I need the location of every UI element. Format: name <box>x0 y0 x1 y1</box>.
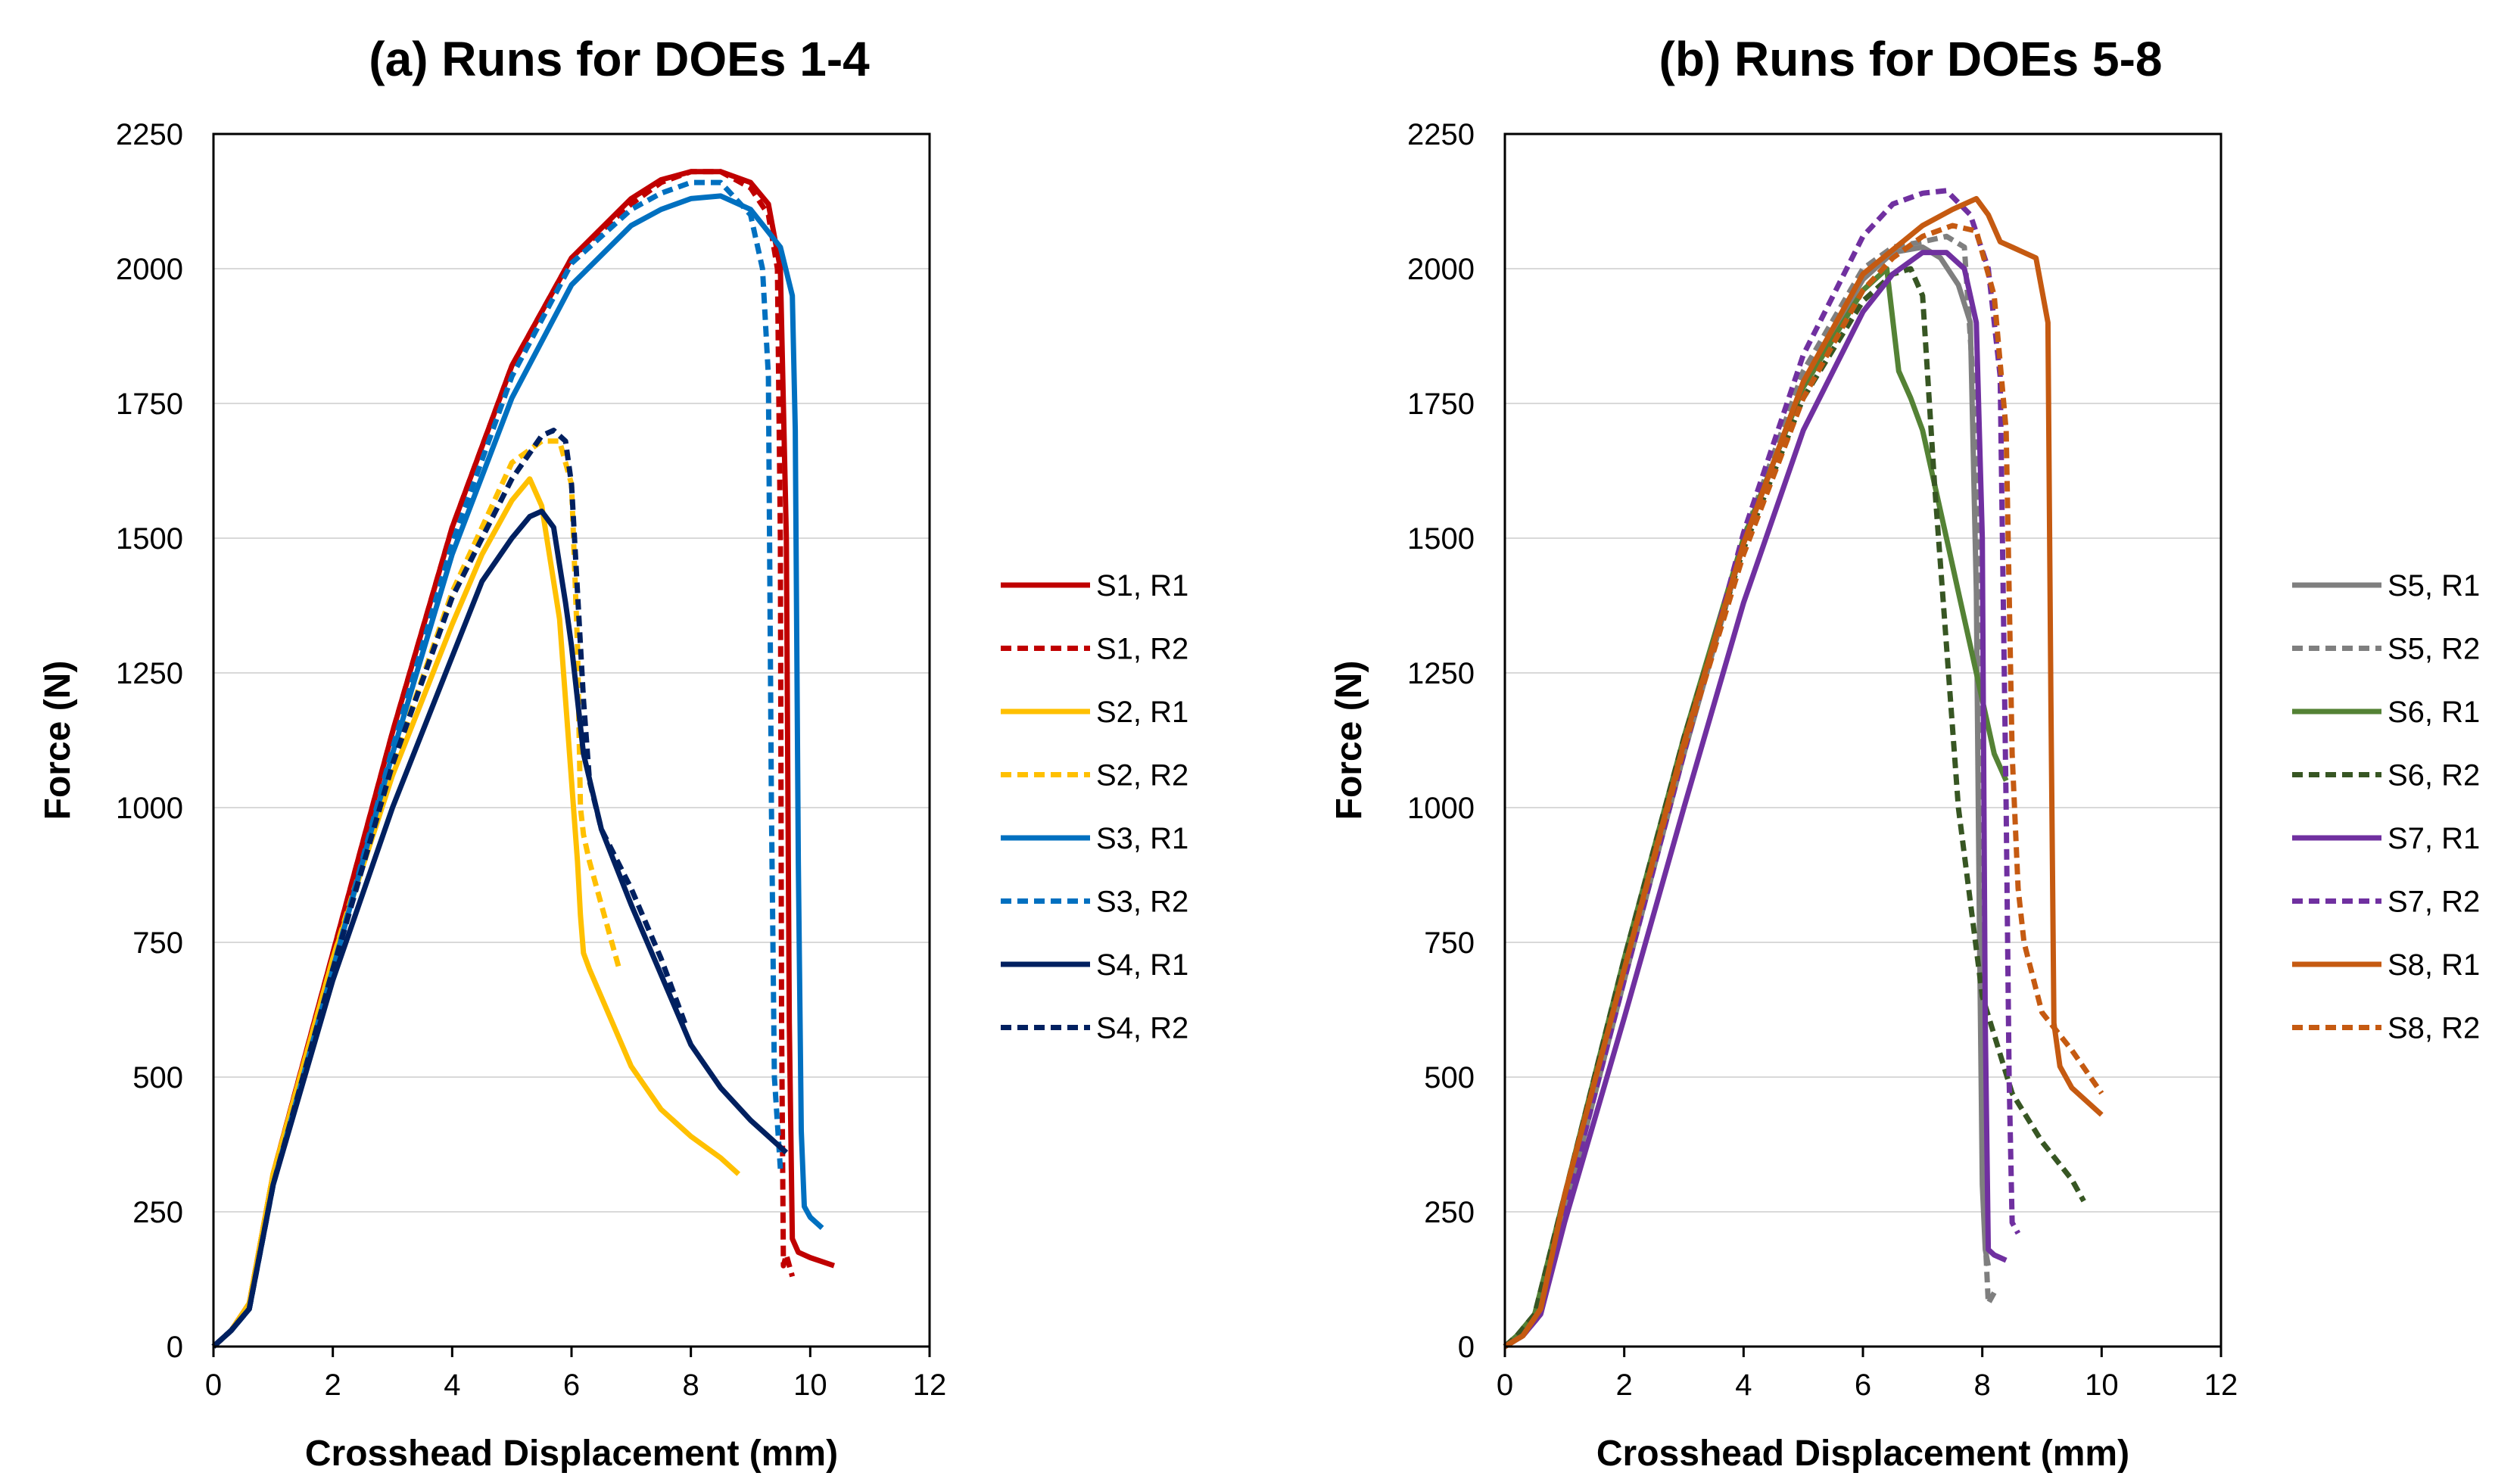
legend-label: S6, R1 <box>2388 696 2480 729</box>
legend-label: S2, R2 <box>1096 759 1188 792</box>
y-tick-label: 500 <box>132 1061 183 1094</box>
legend-item: S6, R2 <box>2292 759 2480 792</box>
y-tick-label: 0 <box>167 1331 183 1364</box>
series-line-s5-r2 <box>1503 233 1997 1349</box>
legend-item: S2, R1 <box>1001 696 1188 729</box>
legend-label: S7, R2 <box>2388 886 2480 919</box>
chart-b-x-ticks: 0 2 4 6 8 10 12 <box>1497 1347 2238 1402</box>
legend-item: S6, R1 <box>2292 696 2480 729</box>
legend-label: S3, R2 <box>1096 886 1188 919</box>
legend-item: S4, R2 <box>1001 1012 1188 1045</box>
legend-item: S5, R2 <box>2292 633 2480 666</box>
x-tick-label: 0 <box>205 1368 222 1402</box>
y-tick-label: 2250 <box>116 118 183 151</box>
chart-b-x-axis-title: Crosshead Displacement (mm) <box>1596 1434 2129 1474</box>
legend-label: S6, R2 <box>2388 759 2480 792</box>
legend-item: S5, R1 <box>2292 569 2480 602</box>
x-tick-label: 8 <box>683 1368 699 1402</box>
series-line-s3-r2 <box>211 179 783 1349</box>
x-tick-label: 12 <box>913 1368 947 1402</box>
chart-b: (b) Runs for DOEs 5-8 0 250 500 750 1000 1250… <box>1329 32 2480 1474</box>
legend-label: S5, R2 <box>2388 633 2480 666</box>
y-tick-label: 0 <box>1458 1331 1475 1364</box>
y-tick-label: 750 <box>132 926 183 960</box>
chart-b-series <box>1503 188 2104 1350</box>
chart-a-legend: S1, R1 S1, R2 S2, R1 S2, R2 S3, R1 S3, R2 S4, … <box>1001 569 1188 1045</box>
chart-a-x-ticks: 0 2 4 6 8 10 12 <box>205 1347 946 1402</box>
legend-label: S8, R1 <box>2388 948 2480 982</box>
legend-item: S8, R1 <box>2292 948 2480 982</box>
chart-a-y-ticks: 0 250 500 750 1000 1250 1500 1750 2000 2250 <box>116 118 183 1364</box>
y-tick-label: 1250 <box>1407 657 1475 690</box>
legend-item: S4, R1 <box>1001 948 1188 982</box>
x-tick-label: 10 <box>793 1368 827 1402</box>
legend-label: S4, R1 <box>1096 948 1188 982</box>
x-tick-label: 6 <box>1855 1368 1871 1402</box>
chart-a-y-axis-title: Force (N) <box>38 661 78 820</box>
series-line-s7-r2 <box>1503 188 2021 1350</box>
legend-label: S7, R1 <box>2388 822 2480 855</box>
legend-label: S5, R1 <box>2388 569 2480 602</box>
x-tick-label: 4 <box>1735 1368 1752 1402</box>
chart-b-y-ticks: 0 250 500 750 1000 1250 1500 1750 2000 2250 <box>1407 118 1475 1364</box>
legend-item: S3, R2 <box>1001 886 1188 919</box>
legend-item: S3, R1 <box>1001 822 1188 855</box>
legend-item: S7, R2 <box>2292 886 2480 919</box>
y-tick-label: 1000 <box>116 792 183 825</box>
y-tick-label: 1500 <box>116 522 183 556</box>
chart-a: (a) Runs for DOEs 1-4 0 250 500 750 1000 1250… <box>38 32 1188 1474</box>
legend-label: S1, R1 <box>1096 569 1188 602</box>
chart-b-legend: S5, R1 S5, R2 S6, R1 S6, R2 S7, R1 S7, R2 S8, … <box>2292 569 2480 1045</box>
y-tick-label: 500 <box>1424 1061 1475 1094</box>
y-tick-label: 2250 <box>1407 118 1475 151</box>
legend-label: S4, R2 <box>1096 1012 1188 1045</box>
legend-item: S8, R2 <box>2292 1012 2480 1045</box>
y-tick-label: 250 <box>132 1196 183 1229</box>
chart-b-title: (b) Runs for DOEs 5-8 <box>1659 32 2163 86</box>
series-line-s1-r2 <box>211 169 796 1349</box>
y-tick-label: 1500 <box>1407 522 1475 556</box>
legend-item: S1, R2 <box>1001 633 1188 666</box>
chart-a-series <box>211 169 836 1349</box>
y-tick-label: 1250 <box>116 657 183 690</box>
legend-label: S1, R2 <box>1096 633 1188 666</box>
series-line-s2-r2 <box>211 438 622 1349</box>
x-tick-label: 0 <box>1497 1368 1513 1402</box>
x-tick-label: 2 <box>1616 1368 1633 1402</box>
chart-a-x-axis-title: Crosshead Displacement (mm) <box>305 1434 838 1474</box>
legend-label: S2, R1 <box>1096 696 1188 729</box>
legend-label: S3, R1 <box>1096 822 1188 855</box>
legend-label: S8, R2 <box>2388 1012 2480 1045</box>
x-tick-label: 6 <box>563 1368 580 1402</box>
series-line-s4-r2 <box>211 428 688 1349</box>
chart-a-title: (a) Runs for DOEs 1-4 <box>369 32 870 86</box>
y-tick-label: 2000 <box>116 253 183 286</box>
series-line-s8-r2 <box>1503 223 2104 1350</box>
legend-item: S2, R2 <box>1001 759 1188 792</box>
y-tick-label: 250 <box>1424 1196 1475 1229</box>
x-tick-label: 4 <box>444 1368 460 1402</box>
x-tick-label: 10 <box>2085 1368 2119 1402</box>
y-tick-label: 1750 <box>116 388 183 421</box>
y-tick-label: 1750 <box>1407 388 1475 421</box>
legend-item: S7, R1 <box>2292 822 2480 855</box>
x-tick-label: 8 <box>1974 1368 1991 1402</box>
chart-b-gridlines <box>1505 268 2221 1213</box>
legend-item: S1, R1 <box>1001 569 1188 602</box>
x-tick-label: 12 <box>2204 1368 2238 1402</box>
y-tick-label: 2000 <box>1407 253 1475 286</box>
y-tick-label: 750 <box>1424 926 1475 960</box>
x-tick-label: 2 <box>325 1368 341 1402</box>
y-tick-label: 1000 <box>1407 792 1475 825</box>
chart-b-y-axis-title: Force (N) <box>1329 661 1369 820</box>
